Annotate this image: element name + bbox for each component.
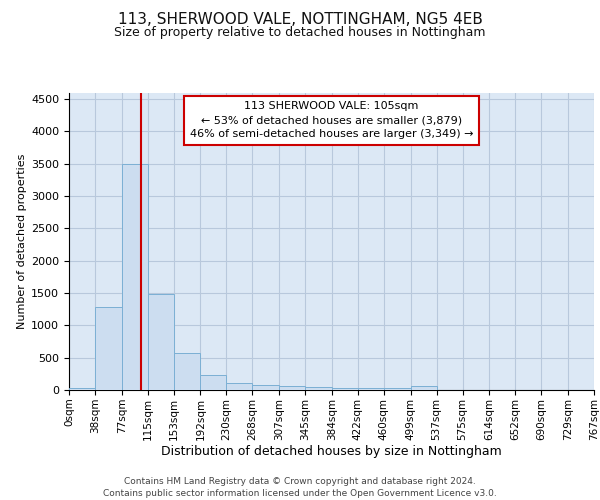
Bar <box>410 386 437 390</box>
Bar <box>305 388 332 390</box>
Text: Size of property relative to detached houses in Nottingham: Size of property relative to detached ho… <box>114 26 486 39</box>
Bar <box>358 388 384 390</box>
Bar <box>69 388 95 390</box>
Bar <box>253 385 279 390</box>
Bar <box>384 388 410 390</box>
Bar <box>122 164 148 390</box>
Text: 113, SHERWOOD VALE, NOTTINGHAM, NG5 4EB: 113, SHERWOOD VALE, NOTTINGHAM, NG5 4EB <box>118 12 482 28</box>
Bar <box>148 294 174 390</box>
Bar <box>279 386 305 390</box>
Y-axis label: Number of detached properties: Number of detached properties <box>17 154 27 329</box>
Text: Contains HM Land Registry data © Crown copyright and database right 2024.
Contai: Contains HM Land Registry data © Crown c… <box>103 476 497 498</box>
Bar <box>200 375 226 390</box>
X-axis label: Distribution of detached houses by size in Nottingham: Distribution of detached houses by size … <box>161 446 502 458</box>
Bar <box>332 388 358 390</box>
Bar <box>226 382 253 390</box>
Bar <box>95 307 122 390</box>
Text: 113 SHERWOOD VALE: 105sqm
← 53% of detached houses are smaller (3,879)
46% of se: 113 SHERWOOD VALE: 105sqm ← 53% of detac… <box>190 102 473 140</box>
Bar <box>174 353 200 390</box>
